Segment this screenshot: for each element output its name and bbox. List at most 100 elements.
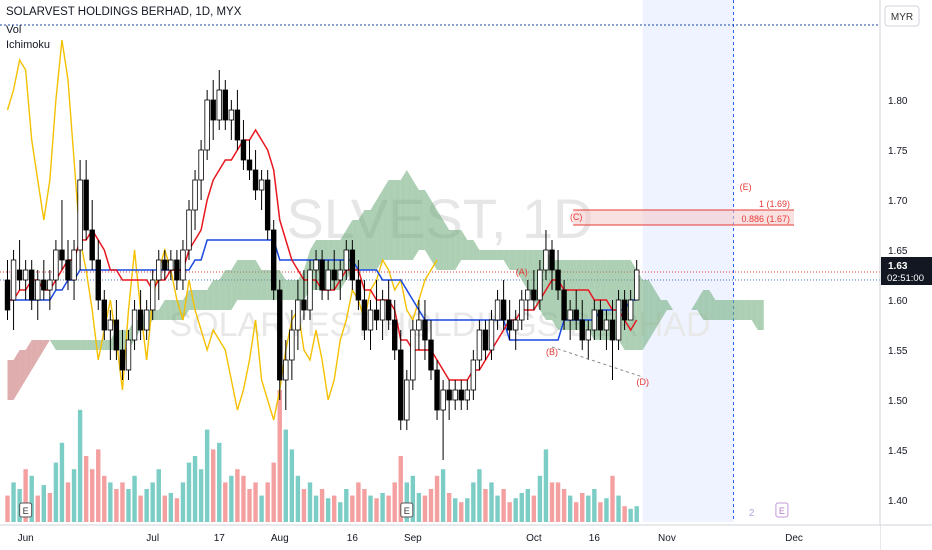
volume-bar: [428, 489, 434, 522]
volume-bar: [186, 462, 192, 522]
time-tick-label: 16: [347, 533, 359, 544]
volume-bar: [404, 482, 409, 522]
cloud-segment: [503, 250, 510, 270]
symbol-title[interactable]: SOLARVEST HOLDINGS BERHAD, 1D, MYX: [6, 6, 242, 18]
cloud-segment: [703, 290, 710, 320]
cloud-segment: [666, 300, 673, 310]
volume-bar: [217, 442, 222, 522]
cloud-segment: [370, 200, 377, 270]
cloud-segment: [709, 290, 716, 320]
cloud-segment: [527, 250, 534, 300]
price-axis[interactable]: MYR 1.80 1.75 1.70 1.65 1.60 1.55 1.50 1.45 1.40 1…: [879, 0, 932, 550]
volume-bar: [332, 495, 337, 522]
earnings-marker[interactable]: [400, 502, 414, 518]
volume-bar: [598, 502, 603, 522]
earnings-marker[interactable]: [19, 502, 33, 518]
candle-body: [258, 179, 265, 191]
volume-bar: [5, 495, 10, 522]
candle-body: [627, 299, 634, 321]
earnings-marker-label: E: [404, 506, 410, 516]
volume-bar: [392, 482, 397, 522]
volume-bar: [83, 456, 89, 522]
volume-bar: [41, 485, 46, 522]
currency-button[interactable]: [884, 5, 920, 27]
price-tick-label: 1.60: [888, 296, 908, 307]
candle-body: [10, 259, 17, 301]
grid: [0, 24, 880, 281]
volume-bar: [634, 506, 639, 522]
cloud-segment: [243, 260, 250, 300]
candle-body: [89, 229, 95, 261]
volume-bar: [604, 498, 609, 522]
candle-body: [476, 329, 483, 361]
volume-bar: [574, 502, 579, 522]
candle-body: [482, 329, 489, 351]
candle-body: [313, 259, 319, 271]
candle-body: [513, 319, 519, 331]
candle-body: [216, 89, 222, 121]
cloud-segment: [418, 190, 425, 250]
volume-bar: [271, 462, 276, 522]
cloud-segment: [697, 290, 704, 320]
candle-body: [283, 359, 289, 381]
volume-bar: [356, 482, 361, 522]
candle-body: [416, 319, 422, 331]
ichimoku-indicator-label[interactable]: Ichimoku: [6, 39, 51, 51]
candle-body: [422, 319, 428, 341]
candle-body: [440, 389, 446, 411]
candle-body: [65, 259, 71, 281]
volume-bar: [416, 492, 422, 522]
cloud-segment: [358, 210, 365, 270]
fib-zone: [573, 210, 794, 225]
candle-body: [603, 319, 610, 331]
candle-body: [385, 299, 392, 321]
candle-body: [53, 249, 59, 281]
candle-body: [168, 259, 174, 271]
cloud-segment: [473, 240, 480, 260]
candle-body: [379, 299, 386, 321]
cloud-segment: [515, 250, 522, 280]
candle-body: [246, 159, 253, 171]
volume-bar: [47, 492, 53, 522]
volume-bar: [537, 475, 543, 522]
volume-bar: [307, 482, 313, 522]
event-markers: E E 2 E: [19, 502, 789, 519]
candle-body: [404, 379, 410, 421]
cloud-segment: [648, 280, 655, 340]
candle-body: [234, 109, 241, 141]
candle-body: [162, 259, 168, 271]
candle-body: [4, 279, 11, 311]
candle-body: [101, 299, 107, 331]
candles: [4, 70, 640, 460]
last-price-badge[interactable]: [881, 257, 932, 285]
cloud-segment: [727, 300, 734, 320]
cloud-segment: [261, 270, 268, 300]
candle-body: [295, 299, 301, 331]
candle-body: [615, 299, 622, 341]
candle-body: [186, 209, 192, 251]
candle-body: [41, 279, 47, 291]
fib-level-label: 0.886 (1.67): [741, 214, 790, 224]
volume-bar: [247, 489, 252, 522]
volume-bar: [489, 482, 494, 522]
volume-bar: [350, 495, 355, 522]
volume-bar: [259, 495, 264, 522]
earnings-marker[interactable]: [775, 502, 789, 518]
cloud-segment: [382, 180, 389, 260]
cloud-segment: [364, 210, 371, 270]
candle-body: [525, 289, 531, 301]
candle-body: [301, 299, 307, 311]
candle-body: [337, 269, 343, 281]
volume-bar: [223, 482, 228, 522]
candle-body: [71, 249, 77, 281]
volume-bar: [313, 495, 319, 522]
cloud-segment: [19, 350, 26, 390]
vol-indicator-label[interactable]: Vol: [6, 24, 22, 36]
time-axis[interactable]: Jun Jul 17 Aug 16 Sep Oct 16 Nov Dec: [0, 524, 932, 550]
cloud-segment: [509, 250, 516, 270]
volume-bar: [168, 492, 174, 522]
event-count-label: 2: [749, 508, 755, 519]
volume-bar: [567, 495, 573, 522]
candle-body: [119, 349, 126, 371]
